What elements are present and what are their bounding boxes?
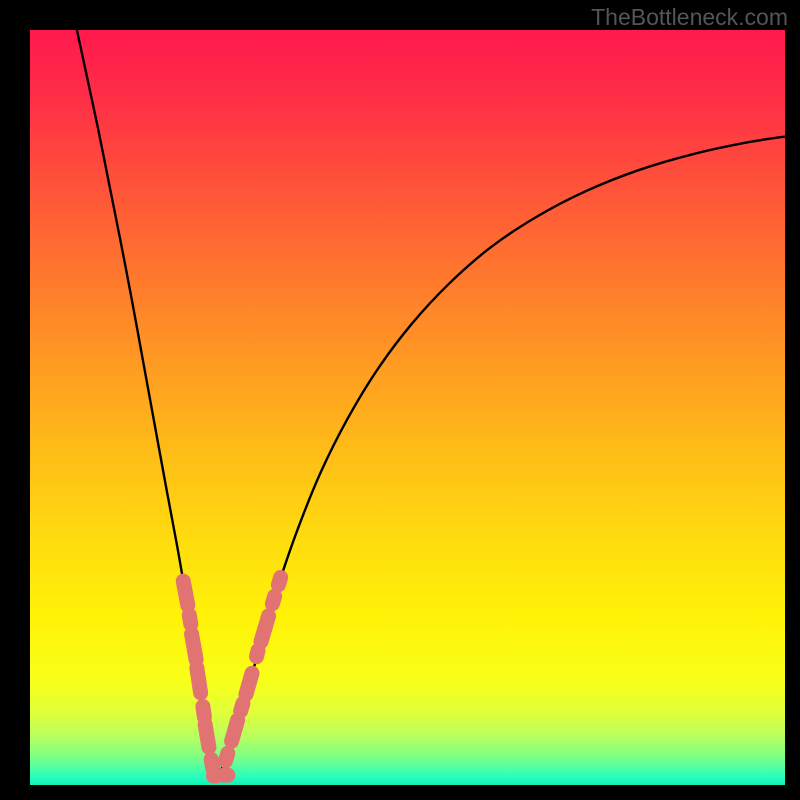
chart-svg-layer: [30, 30, 785, 785]
marker-capsule: [189, 615, 191, 624]
marker-capsule: [272, 596, 274, 604]
chart-root: TheBottleneck.com: [0, 0, 800, 800]
marker-capsule: [192, 634, 197, 660]
marker-capsule: [226, 753, 228, 761]
marker-capsule: [257, 651, 259, 657]
marker-capsule: [203, 706, 205, 717]
marker-capsule: [241, 703, 243, 711]
marker-capsule: [183, 581, 188, 605]
watermark-text: TheBottleneck.com: [591, 4, 788, 31]
plot-area: [30, 30, 785, 785]
marker-capsule: [261, 616, 269, 642]
marker-capsule: [278, 577, 280, 585]
marker-capsule: [246, 673, 252, 694]
marker-capsule: [211, 759, 213, 768]
v-curve-group: [75, 22, 792, 779]
marker-capsule: [232, 720, 238, 741]
marker-capsule: [197, 668, 201, 693]
markers-group: [183, 577, 280, 776]
curve-right-path: [215, 136, 793, 779]
marker-capsule: [205, 725, 209, 748]
